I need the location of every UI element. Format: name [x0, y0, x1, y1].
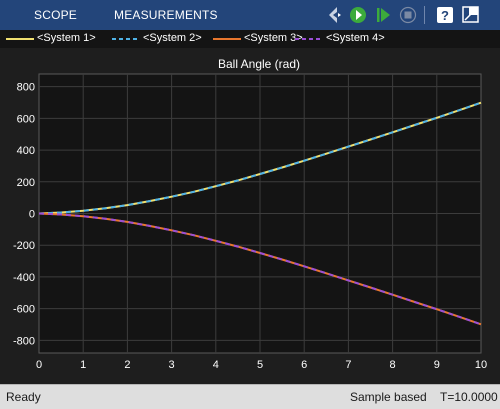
x-tick-label: 10 — [475, 359, 487, 371]
tab-measurements[interactable]: MEASUREMENTS — [114, 8, 218, 22]
svg-text:?: ? — [441, 8, 449, 23]
simulation-time: T=10.0000 — [440, 390, 498, 404]
toolbar: SCOPE MEASUREMENTS ? — [0, 0, 500, 30]
y-tick-label: -400 — [13, 272, 35, 284]
sample-mode: Sample based — [350, 390, 427, 404]
help-icon[interactable]: ? — [434, 3, 456, 27]
x-tick-label: 3 — [169, 359, 175, 371]
x-tick-label: 7 — [345, 359, 351, 371]
status-text: Ready — [6, 390, 41, 404]
x-tick-label: 6 — [301, 359, 307, 371]
status-bar: Ready Sample based T=10.0000 — [0, 384, 500, 409]
legend-swatch — [213, 38, 241, 40]
x-tick-label: 5 — [257, 359, 263, 371]
step-back-icon[interactable] — [347, 3, 369, 27]
chart: Ball Angle (rad) 0 1 2 3 4 5 6 7 8 9 10 -800 -600 -40… — [13, 57, 487, 371]
x-tick-label: 0 — [36, 359, 42, 371]
legend-label: <System 1> — [37, 32, 96, 44]
x-tick-label: 2 — [124, 359, 130, 371]
legend-swatch — [112, 38, 140, 40]
legend-swatch — [295, 38, 323, 40]
x-tick-label: 9 — [434, 359, 440, 371]
drag-options-icon[interactable] — [324, 3, 346, 27]
y-tick-label: 0 — [29, 209, 35, 221]
toolbar-separator — [424, 6, 425, 24]
y-tick-label: -600 — [13, 304, 35, 316]
legend: <System 1> <System 2> <System 3> <System… — [0, 30, 500, 48]
y-tick-label: 800 — [17, 82, 35, 94]
x-tick-label: 1 — [80, 359, 86, 371]
y-tick-label: 600 — [17, 113, 35, 125]
series — [38, 101, 482, 326]
y-tick-label: -800 — [13, 335, 35, 347]
plot-area: Ball Angle (rad) 0 1 2 3 4 5 6 7 8 9 10 -800 -600 -40… — [0, 48, 500, 384]
legend-label: <System 3> — [244, 32, 303, 44]
y-tick-label: -200 — [13, 240, 35, 252]
y-tick-label: 200 — [17, 177, 35, 189]
run-icon[interactable] — [372, 3, 394, 27]
y-tick-label: 400 — [17, 145, 35, 157]
legend-swatch — [6, 38, 34, 40]
tab-scope[interactable]: SCOPE — [34, 8, 78, 22]
grid — [39, 74, 481, 353]
step-forward-icon[interactable] — [397, 3, 419, 27]
series-line-system-4[interactable] — [38, 212, 482, 326]
chart-title: Ball Angle (rad) — [218, 57, 300, 71]
legend-label: <System 2> — [143, 32, 202, 44]
stop-icon[interactable] — [459, 3, 481, 27]
x-tick-label: 8 — [390, 359, 396, 371]
legend-label: <System 4> — [326, 32, 385, 44]
series-line-system-2[interactable] — [38, 101, 482, 215]
tick-labels: 0 1 2 3 4 5 6 7 8 9 10 -800 -600 -400 -200 0 200 400 600 80… — [13, 82, 487, 371]
x-tick-label: 4 — [213, 359, 219, 371]
